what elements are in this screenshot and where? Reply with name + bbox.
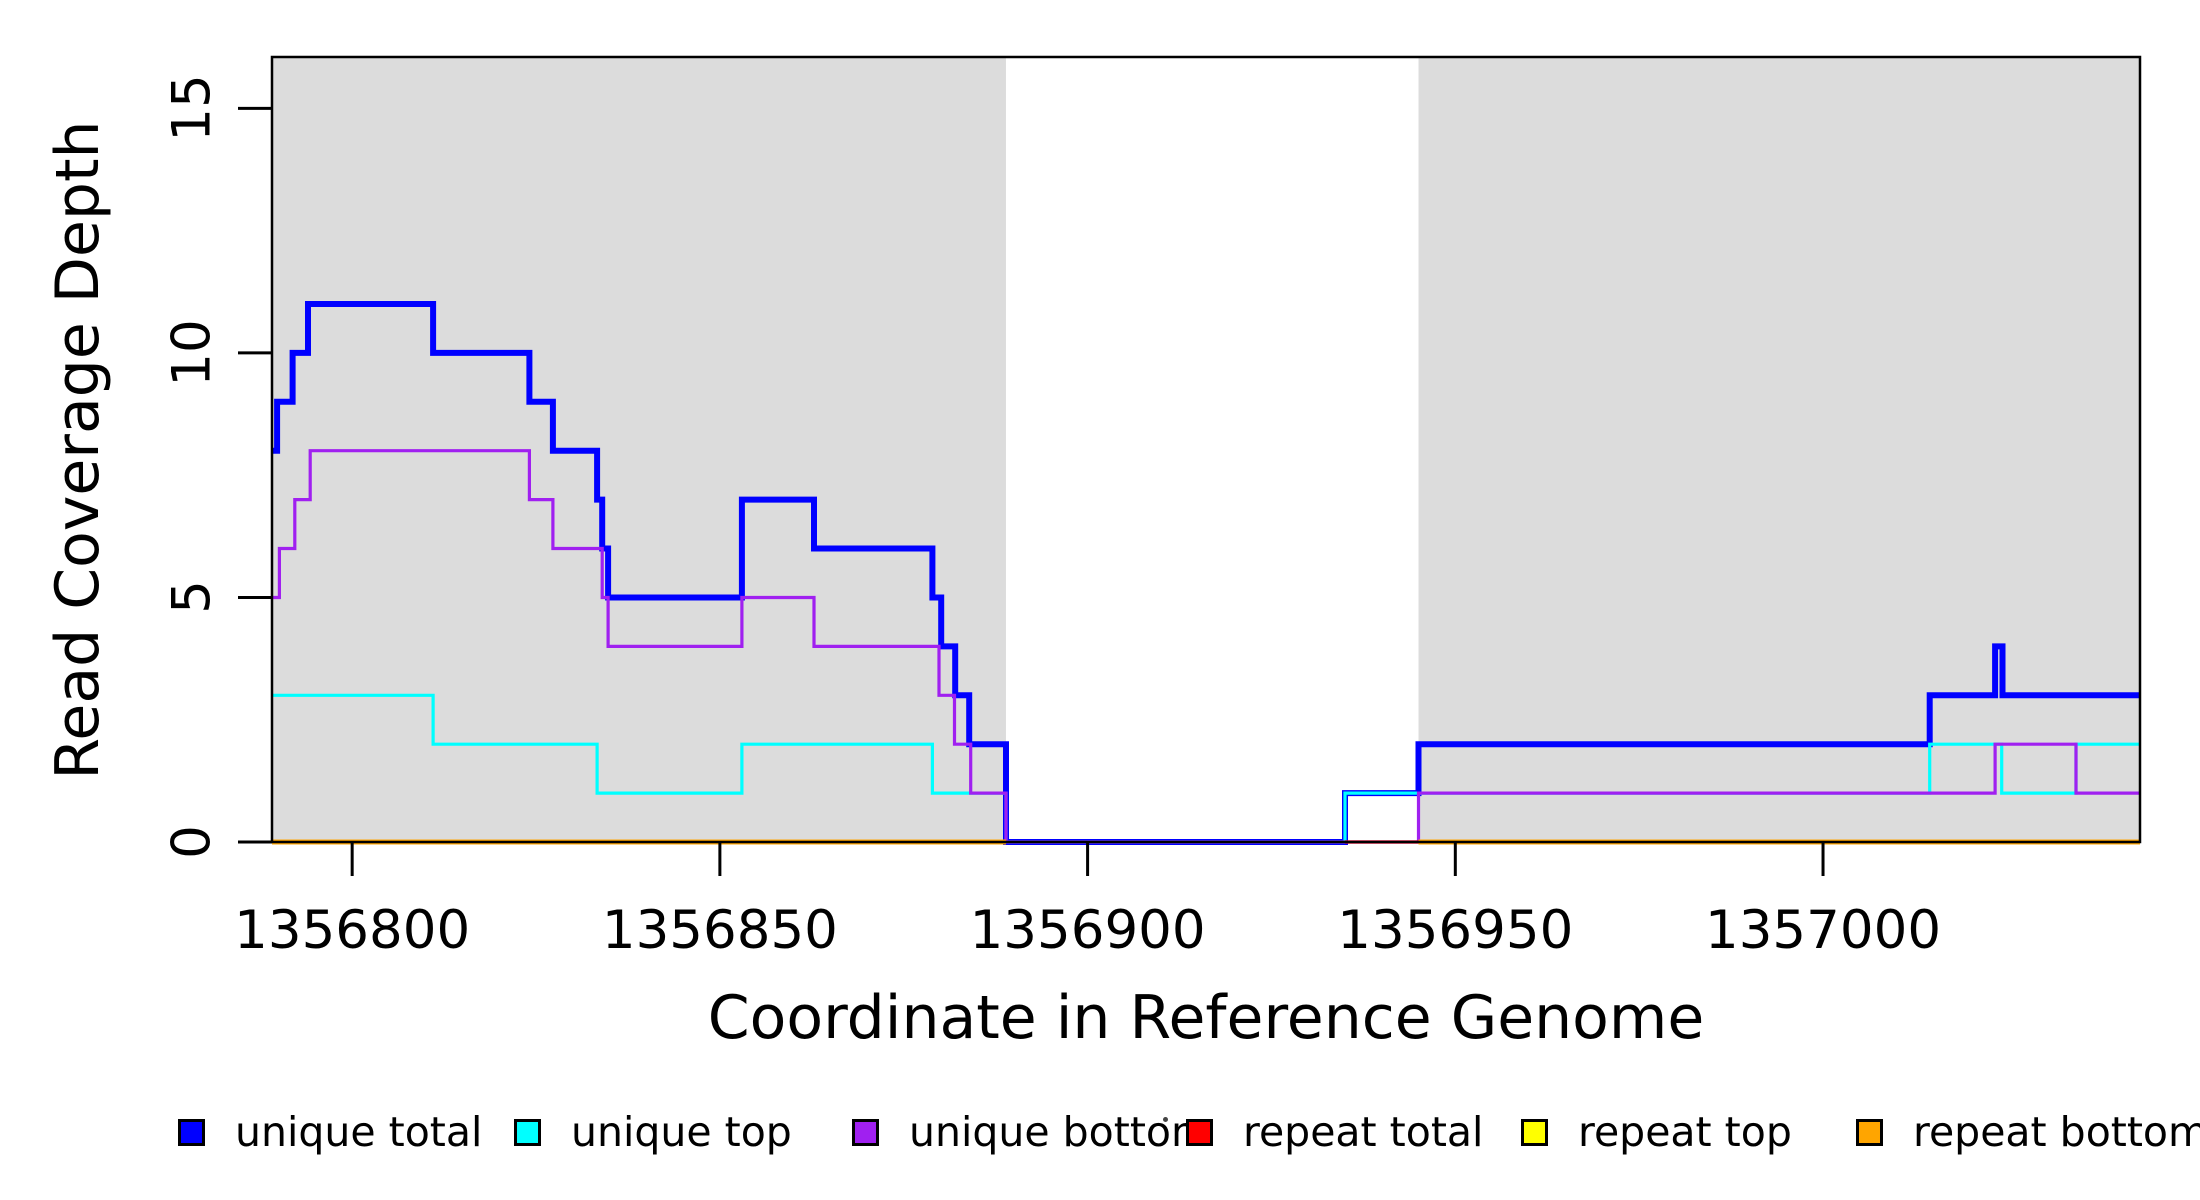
x-tick-label: 1356900	[969, 900, 1206, 961]
series-unique-bottom	[272, 449, 2140, 844]
x-tick-label: 1356800	[234, 900, 471, 961]
y-tick-label: 0	[161, 825, 223, 859]
repeat-region-2	[1418, 57, 2140, 842]
legend-label: unique top	[571, 1108, 792, 1156]
legend-label: repeat bottom	[1913, 1108, 2200, 1156]
legend-item-unique-top: unique top	[514, 1108, 792, 1156]
y-axis-title: Read Coverage Depth	[43, 120, 113, 780]
y-tick-label: 5	[161, 580, 223, 615]
legend-swatch-icon	[1186, 1118, 1213, 1146]
legend-item-repeat-total: repeat total	[1186, 1108, 1483, 1156]
plot-box	[270, 55, 2142, 844]
stray-dot-artifact	[1163, 1117, 1168, 1122]
legend-item-repeat-bottom: repeat bottom	[1856, 1108, 2200, 1156]
legend-swatch-icon	[1521, 1118, 1548, 1146]
y-tick-label: 15	[161, 74, 223, 143]
x-tick-label: 1356850	[601, 900, 838, 961]
legend-swatch-icon	[514, 1118, 541, 1146]
legend-label: unique total	[235, 1108, 483, 1156]
legend-swatch-icon	[178, 1118, 205, 1146]
legend-item-unique-bottom: unique bottom	[852, 1108, 1211, 1156]
x-tick-label: 1356950	[1337, 900, 1574, 961]
legend-label: repeat top	[1578, 1108, 1792, 1156]
series-unique-total	[272, 301, 2140, 845]
legend-swatch-icon	[852, 1118, 879, 1146]
y-tick-label: 10	[161, 319, 223, 387]
legend-item-repeat-top: repeat top	[1521, 1108, 1792, 1156]
legend-swatch-icon	[1856, 1118, 1883, 1146]
x-tick-label: 1357000	[1704, 900, 1942, 961]
x-axis-title: Coordinate in Reference Genome	[707, 983, 1705, 1053]
legend-label: unique bottom	[909, 1108, 1211, 1156]
legend-item-unique-total: unique total	[178, 1108, 482, 1156]
legend-label: repeat total	[1243, 1108, 1484, 1156]
